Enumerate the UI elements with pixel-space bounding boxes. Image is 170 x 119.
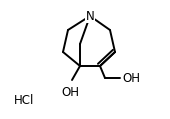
Text: N: N <box>86 10 94 22</box>
Text: OH: OH <box>61 86 79 99</box>
Text: HCl: HCl <box>14 94 34 107</box>
Text: OH: OH <box>122 72 140 84</box>
